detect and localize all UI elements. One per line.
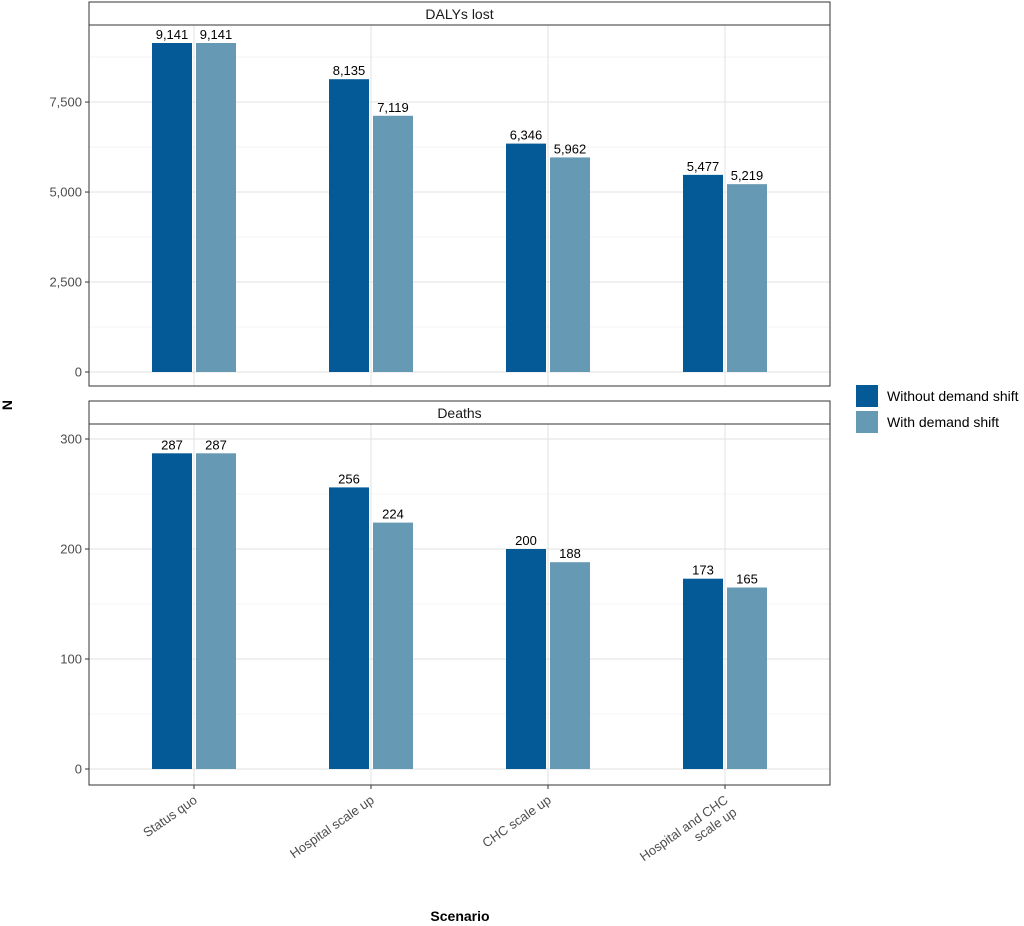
x-axis: Status quo Hospital scale up CHC scale up H… [140, 785, 739, 876]
x-tick-label: Hospital scale up [287, 792, 377, 861]
bar [152, 453, 192, 769]
data-label: 200 [515, 533, 537, 548]
data-label: 9,141 [156, 27, 189, 42]
bar [550, 157, 590, 372]
legend: Without demand shift With demand shift [856, 385, 1019, 433]
data-label: 7,119 [377, 100, 409, 115]
data-label: 9,141 [200, 27, 233, 42]
panel-title: Deaths [437, 405, 481, 421]
data-label: 5,219 [731, 168, 764, 183]
bar [373, 115, 413, 372]
y-tick-label: 100 [60, 652, 82, 667]
bar [683, 578, 723, 769]
data-label: 165 [736, 572, 758, 587]
bar [329, 487, 369, 769]
x-tick-label-line: CHC scale up [479, 792, 553, 850]
legend-swatch [856, 385, 878, 407]
panel-border [88, 24, 831, 387]
panel-deaths: Deaths 0 100 200 300 287 256 200 173 287 224 188 165 [60, 400, 831, 786]
bar [196, 43, 236, 372]
x-tick-label: Hospital and CHCscale up [637, 792, 739, 876]
data-label: 8,135 [333, 63, 366, 78]
data-label: 173 [692, 563, 714, 578]
y-tick-label: 2,500 [49, 275, 82, 290]
x-tick-label: Status quo [140, 792, 200, 840]
y-tick-label: 0 [75, 762, 82, 777]
y-tick-label: 7,500 [49, 95, 82, 110]
bar [196, 453, 236, 769]
bar [683, 174, 723, 372]
x-tick-label: CHC scale up [479, 792, 553, 850]
x-axis-title: Scenario [430, 908, 489, 924]
legend-swatch [856, 411, 878, 433]
bar [152, 43, 192, 372]
legend-label: With demand shift [887, 414, 999, 430]
bar [373, 522, 413, 769]
data-label: 188 [559, 546, 581, 561]
y-tick-label: 200 [60, 542, 82, 557]
bar [329, 79, 369, 372]
x-tick-label-line: Hospital scale up [287, 792, 377, 861]
data-label: 287 [205, 437, 227, 452]
bar [506, 549, 546, 769]
y-tick-label: 0 [75, 365, 82, 380]
bar [727, 184, 767, 372]
chart-panels: DALYs lost 0 2,500 5,000 7,500 9,141 8,135 6,34… [49, 1, 831, 786]
bar [506, 143, 546, 372]
data-label: 5,962 [554, 141, 587, 156]
data-label: 224 [382, 507, 404, 522]
y-axis-title: N [0, 400, 15, 410]
y-tick-label: 5,000 [49, 185, 82, 200]
bar [550, 562, 590, 769]
panel-border [88, 423, 831, 786]
data-label: 256 [338, 471, 360, 486]
bar [727, 587, 767, 769]
data-label: 5,477 [687, 159, 720, 174]
x-tick-label-line: Status quo [140, 792, 200, 840]
panel-title: DALYs lost [425, 6, 493, 22]
data-label: 6,346 [510, 128, 543, 143]
legend-label: Without demand shift [887, 388, 1019, 404]
y-tick-label: 300 [60, 432, 82, 447]
data-label: 287 [161, 437, 183, 452]
panel-dalys: DALYs lost 0 2,500 5,000 7,500 9,141 8,135 6,34… [49, 1, 831, 387]
